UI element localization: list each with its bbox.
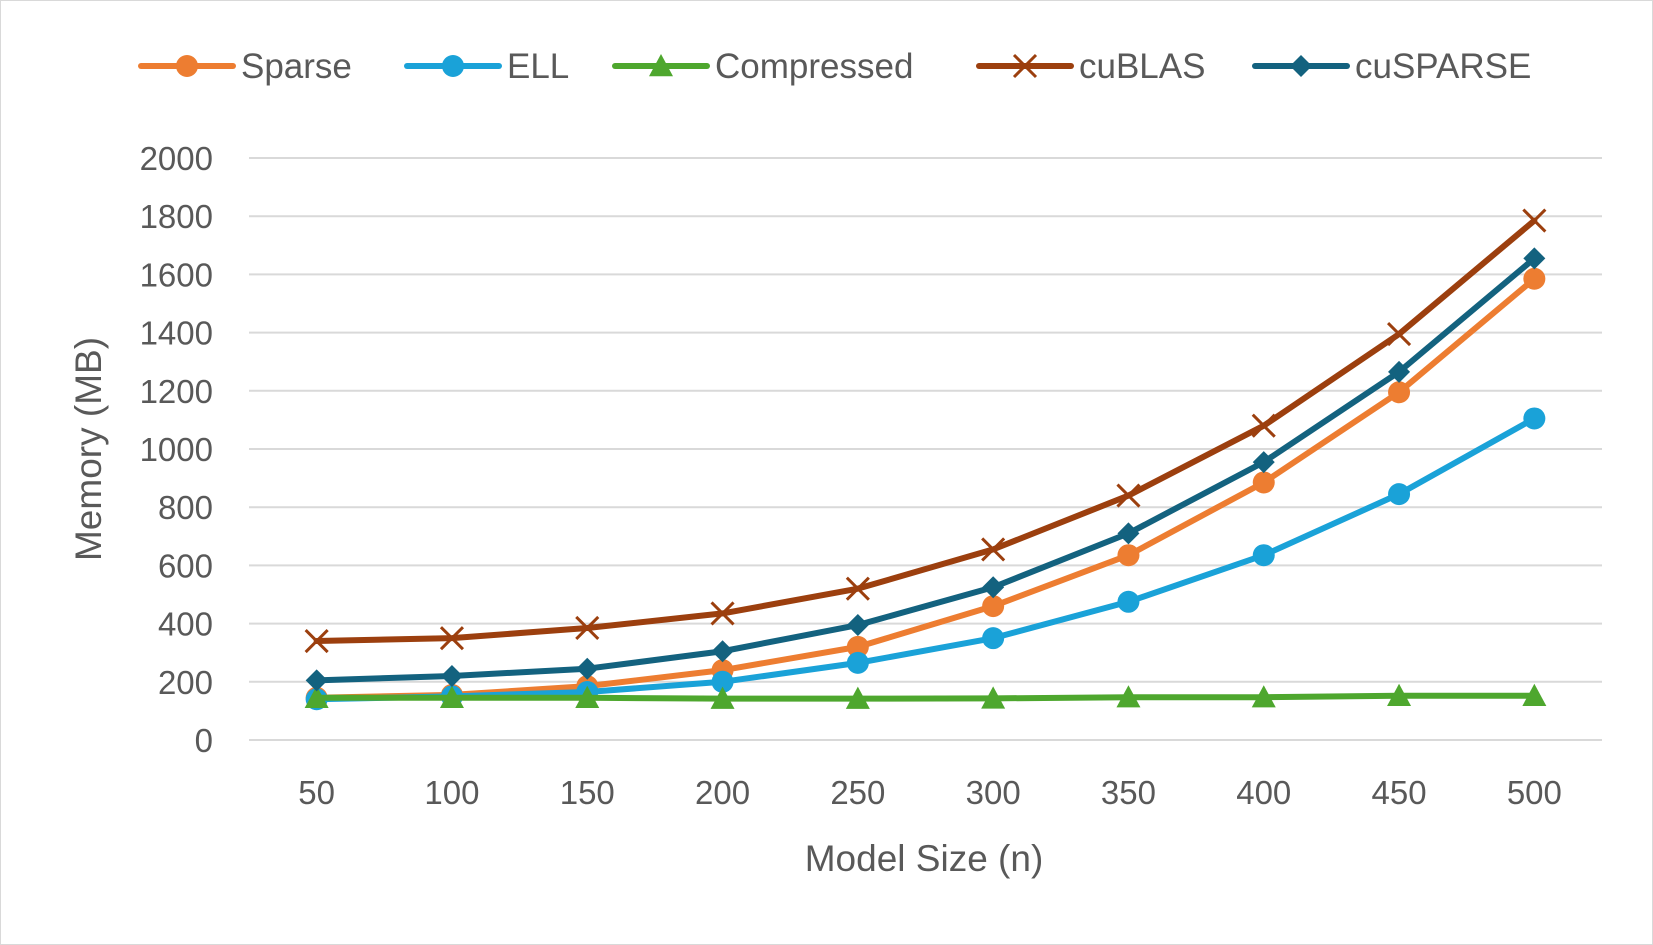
x-tick-label: 300 bbox=[966, 774, 1021, 811]
series-ell bbox=[305, 407, 1546, 711]
data-point-compressed bbox=[1116, 685, 1141, 708]
data-point-cublas bbox=[439, 626, 465, 651]
legend: Sparse ELL Compressed cuBLAS cuSPARSE bbox=[138, 47, 1531, 86]
series-compressed bbox=[304, 683, 1547, 709]
legend-marker bbox=[1012, 53, 1038, 79]
x-tick-label: 500 bbox=[1507, 774, 1562, 811]
legend-label: cuSPARSE bbox=[1355, 47, 1531, 86]
data-point-compressed bbox=[575, 685, 600, 709]
data-point-cusparse bbox=[982, 576, 1005, 599]
legend-item-ell: ELL bbox=[404, 47, 569, 86]
y-tick-label: 1200 bbox=[140, 373, 213, 410]
y-tick-label: 400 bbox=[158, 606, 213, 643]
legend-marker bbox=[649, 54, 673, 77]
series-layer bbox=[304, 208, 1547, 711]
data-point-cusparse bbox=[1252, 451, 1275, 474]
data-point-cublas bbox=[710, 601, 735, 626]
x-tick-label: 150 bbox=[560, 774, 615, 811]
legend-item-cusparse: cuSPARSE bbox=[1252, 47, 1531, 86]
data-point-ell bbox=[1523, 407, 1546, 430]
x-tick-label: 250 bbox=[830, 774, 885, 811]
legend-label: ELL bbox=[507, 47, 569, 86]
series-line-cusparse bbox=[313, 255, 1538, 684]
data-point-ell bbox=[1252, 544, 1275, 567]
y-tick-label: 1800 bbox=[140, 198, 213, 235]
y-tick-label: 1600 bbox=[140, 256, 213, 293]
y-tick-label: 1400 bbox=[140, 315, 213, 352]
data-point-cusparse bbox=[1388, 360, 1411, 383]
legend-marker bbox=[176, 55, 198, 77]
data-point-cusparse bbox=[711, 640, 734, 663]
x-tick-label: 350 bbox=[1101, 774, 1156, 811]
data-point-cusparse bbox=[846, 614, 869, 637]
series-line-cublas bbox=[313, 217, 1538, 645]
data-point-cusparse bbox=[440, 664, 463, 687]
y-tick-label: 200 bbox=[158, 664, 213, 701]
x-tick-label: 450 bbox=[1372, 774, 1427, 811]
legend-marker bbox=[1290, 55, 1312, 77]
data-point-ell bbox=[982, 627, 1005, 650]
series-line-ell bbox=[313, 415, 1538, 703]
legend-marker bbox=[442, 55, 464, 77]
series-cusparse bbox=[305, 247, 1546, 692]
data-point-ell bbox=[1388, 483, 1411, 506]
x-tick-label: 50 bbox=[298, 774, 335, 811]
x-axis-ticks: 50 100 150 200 250 300 350 400 450 500 bbox=[298, 774, 1562, 811]
legend-item-sparse: Sparse bbox=[138, 47, 352, 86]
y-tick-label: 2000 bbox=[140, 140, 213, 177]
data-point-compressed bbox=[1522, 683, 1547, 706]
data-point-cublas bbox=[1251, 413, 1276, 438]
y-tick-label: 800 bbox=[158, 489, 213, 526]
series-line-compressed bbox=[313, 692, 1538, 702]
data-point-compressed bbox=[304, 685, 329, 709]
y-tick-label: 1000 bbox=[140, 431, 213, 468]
legend-label: Compressed bbox=[715, 47, 913, 86]
data-point-cusparse bbox=[305, 669, 328, 692]
x-axis-title: Model Size (n) bbox=[805, 838, 1044, 879]
data-point-cusparse bbox=[576, 657, 599, 680]
data-point-sparse bbox=[1523, 267, 1546, 290]
data-point-compressed bbox=[981, 686, 1006, 709]
data-point-cublas bbox=[1522, 208, 1547, 233]
y-tick-label: 0 bbox=[195, 722, 213, 759]
y-axis-title: Memory (MB) bbox=[68, 337, 109, 561]
data-point-compressed bbox=[710, 686, 735, 709]
data-point-cublas bbox=[1116, 483, 1141, 508]
data-point-cublas bbox=[304, 628, 329, 654]
legend-label: Sparse bbox=[241, 47, 352, 86]
data-point-compressed bbox=[1251, 685, 1276, 708]
data-point-cublas bbox=[845, 576, 870, 601]
legend-label: cuBLAS bbox=[1079, 47, 1205, 86]
x-tick-label: 100 bbox=[424, 774, 479, 811]
y-tick-label: 600 bbox=[158, 547, 213, 584]
data-point-compressed bbox=[845, 686, 870, 709]
data-point-sparse bbox=[982, 595, 1005, 618]
legend-item-cublas: cuBLAS bbox=[976, 47, 1205, 86]
data-point-cusparse bbox=[1117, 522, 1140, 545]
x-tick-label: 200 bbox=[695, 774, 750, 811]
data-point-sparse bbox=[1252, 471, 1275, 494]
series-sparse bbox=[305, 267, 1546, 709]
series-cublas bbox=[304, 208, 1547, 654]
data-point-cublas bbox=[1386, 321, 1412, 347]
data-point-compressed bbox=[1387, 683, 1412, 706]
x-tick-label: 400 bbox=[1236, 774, 1291, 811]
data-point-cublas bbox=[981, 537, 1006, 562]
data-point-cusparse bbox=[1523, 247, 1546, 270]
data-point-ell bbox=[711, 670, 734, 693]
data-point-compressed bbox=[439, 685, 464, 709]
data-point-sparse bbox=[846, 635, 869, 658]
data-point-ell bbox=[846, 651, 869, 674]
data-point-sparse bbox=[1117, 544, 1140, 567]
y-axis-ticks: 0 200 400 600 800 1000 1200 1400 1600 1800 2000 bbox=[140, 140, 213, 759]
series-line-sparse bbox=[313, 275, 1538, 701]
data-point-ell bbox=[1117, 590, 1140, 613]
legend-item-compressed: Compressed bbox=[612, 47, 913, 86]
data-point-sparse bbox=[1388, 381, 1411, 404]
data-point-cublas bbox=[575, 615, 600, 641]
